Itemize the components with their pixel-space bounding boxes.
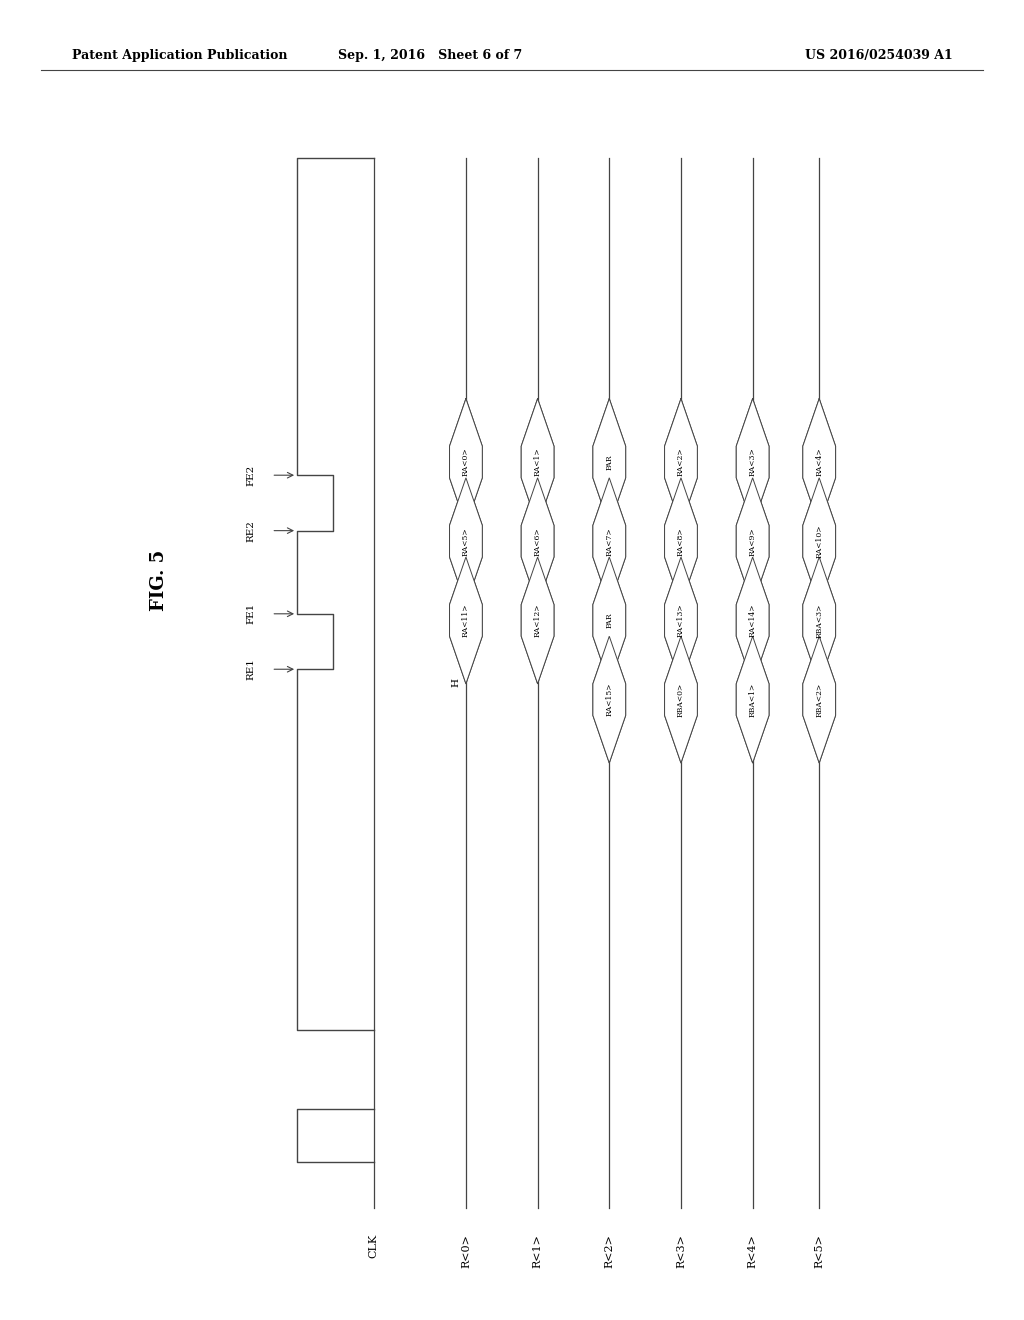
Text: US 2016/0254039 A1: US 2016/0254039 A1: [805, 49, 952, 62]
Polygon shape: [521, 399, 554, 525]
Text: FE1: FE1: [247, 603, 255, 624]
Text: RA<15>: RA<15>: [605, 682, 613, 717]
Text: RBA<2>: RBA<2>: [815, 682, 823, 717]
Text: L: L: [523, 597, 531, 605]
Text: RA<4>: RA<4>: [815, 447, 823, 477]
Text: FE2: FE2: [247, 465, 255, 486]
Text: RA<5>: RA<5>: [462, 527, 470, 556]
Text: CLK: CLK: [369, 1234, 379, 1258]
Text: PAR: PAR: [605, 612, 613, 628]
Text: RA<14>: RA<14>: [749, 603, 757, 638]
Text: R<5>: R<5>: [814, 1234, 824, 1269]
Polygon shape: [593, 636, 626, 763]
Text: H: H: [452, 678, 460, 686]
Text: R<2>: R<2>: [604, 1234, 614, 1269]
Text: RA<1>: RA<1>: [534, 447, 542, 477]
Polygon shape: [736, 478, 769, 605]
Text: RA<3>: RA<3>: [749, 447, 757, 477]
Text: RA<11>: RA<11>: [462, 603, 470, 638]
Polygon shape: [521, 478, 554, 605]
Text: RA<0>: RA<0>: [462, 447, 470, 477]
Text: R<0>: R<0>: [461, 1234, 471, 1269]
Text: R<3>: R<3>: [676, 1234, 686, 1269]
Text: RA<10>: RA<10>: [815, 524, 823, 558]
Text: FIG. 5: FIG. 5: [150, 550, 168, 611]
Polygon shape: [803, 478, 836, 605]
Text: RE1: RE1: [247, 659, 255, 680]
Text: Patent Application Publication: Patent Application Publication: [72, 49, 287, 62]
Polygon shape: [521, 557, 554, 684]
Polygon shape: [593, 478, 626, 605]
Text: RA<2>: RA<2>: [677, 447, 685, 477]
Text: RBA<3>: RBA<3>: [815, 603, 823, 638]
Polygon shape: [665, 636, 697, 763]
Polygon shape: [736, 557, 769, 684]
Text: RA<9>: RA<9>: [749, 527, 757, 556]
Text: PAR: PAR: [605, 454, 613, 470]
Text: RBA<1>: RBA<1>: [749, 682, 757, 717]
Text: R<4>: R<4>: [748, 1234, 758, 1269]
Polygon shape: [803, 557, 836, 684]
Polygon shape: [450, 399, 482, 525]
Text: RA<6>: RA<6>: [534, 527, 542, 556]
Polygon shape: [593, 399, 626, 525]
Text: RA<7>: RA<7>: [605, 527, 613, 556]
Polygon shape: [736, 399, 769, 525]
Text: R<1>: R<1>: [532, 1234, 543, 1269]
Text: RBA<0>: RBA<0>: [677, 682, 685, 717]
Polygon shape: [736, 636, 769, 763]
Polygon shape: [665, 399, 697, 525]
Text: RA<12>: RA<12>: [534, 603, 542, 638]
Polygon shape: [665, 557, 697, 684]
Polygon shape: [450, 478, 482, 605]
Text: RE2: RE2: [247, 520, 255, 541]
Text: RA<13>: RA<13>: [677, 603, 685, 638]
Polygon shape: [803, 399, 836, 525]
Text: RA<8>: RA<8>: [677, 527, 685, 556]
Text: Sep. 1, 2016   Sheet 6 of 7: Sep. 1, 2016 Sheet 6 of 7: [338, 49, 522, 62]
Polygon shape: [665, 478, 697, 605]
Polygon shape: [450, 557, 482, 684]
Polygon shape: [593, 557, 626, 684]
Polygon shape: [803, 636, 836, 763]
